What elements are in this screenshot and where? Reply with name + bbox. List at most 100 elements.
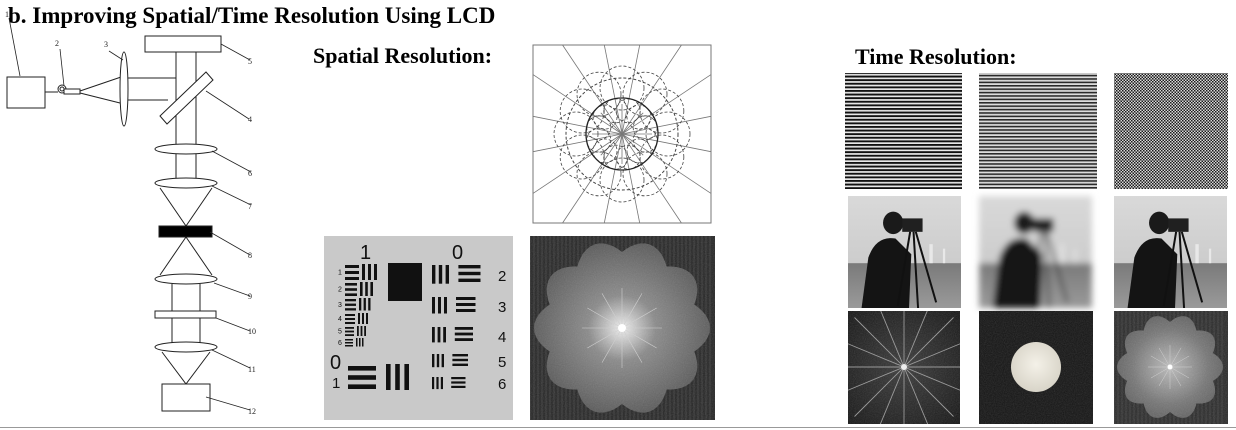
image-tripod-leg: [1180, 231, 1204, 303]
inner-petal-circle: [615, 144, 641, 170]
segment-ray: [621, 133, 682, 224]
target-bar: [452, 358, 468, 362]
group-label-top-right: 0: [452, 242, 463, 264]
target-bar: [438, 265, 443, 284]
target-bar: [357, 326, 359, 336]
segment-ray: [532, 74, 623, 135]
petal-circle: [576, 71, 622, 117]
segment-ray: [532, 133, 623, 153]
setup-label-7: 7: [248, 202, 252, 211]
time-resolution-grid: [845, 73, 1228, 424]
target-bar: [458, 278, 481, 282]
inner-petal-circle: [592, 138, 618, 164]
image-tower: [942, 248, 946, 264]
target-bar: [437, 327, 441, 343]
target-bar: [374, 264, 377, 280]
spectrum-low-pass-disk: [1011, 342, 1061, 392]
lens-9: [154, 273, 218, 285]
fiber-coil-inner: [59, 86, 65, 92]
target-bar: [363, 298, 366, 311]
target-bar: [368, 264, 371, 280]
image-tripod-leg: [1027, 231, 1043, 306]
spatial-spectrum-image: [530, 236, 715, 420]
target-bar: [445, 265, 449, 284]
target-bar: [345, 288, 357, 291]
target-bar: [356, 338, 358, 347]
target-bar: [432, 377, 435, 390]
group-label-top-left: 1: [360, 242, 371, 264]
cameraman-image-blurred: [979, 196, 1092, 309]
setup-label-5: 5: [248, 57, 252, 66]
final-cone: [161, 351, 211, 385]
target-bar: [436, 377, 439, 390]
image-tripod-leg: [914, 231, 938, 303]
target-bar: [458, 271, 481, 276]
image-head: [1149, 211, 1170, 235]
focusing-cone: [159, 187, 213, 227]
target-bar: [451, 385, 466, 388]
target-bar: [458, 265, 481, 269]
target-bar: [345, 271, 359, 274]
expanding-cone: [159, 236, 213, 276]
image-figure: [992, 238, 1043, 308]
petal-circle: [622, 71, 668, 117]
small-element-label: 2: [338, 287, 342, 294]
stripe-pattern-2: [979, 73, 1097, 189]
setup-label-10: 10: [248, 327, 256, 336]
target-bar: [348, 375, 376, 380]
fiber-coupler: [63, 88, 81, 95]
small-element-label: 4: [338, 316, 342, 323]
time-resolution-heading: Time Resolution:: [855, 44, 1017, 69]
setup-label-4: 4: [248, 115, 252, 124]
petal-circle: [599, 157, 645, 203]
element-label-2: 2: [498, 268, 506, 285]
spectrum-star: [848, 311, 960, 424]
petal-circle: [639, 134, 685, 180]
element-label-6: 6: [498, 376, 506, 393]
target-bar: [404, 364, 409, 390]
setup-label-2: 2: [55, 39, 59, 48]
target-bar: [436, 354, 440, 368]
element-label-4: 4: [498, 329, 506, 346]
target-bar: [454, 338, 473, 341]
image-tripod-leg: [896, 231, 912, 306]
image-tower: [1060, 244, 1064, 264]
target-bar: [359, 298, 362, 311]
target-bar: [345, 299, 356, 302]
target-bar: [365, 282, 368, 296]
target-bar: [362, 338, 364, 347]
target-bar: [345, 342, 353, 344]
target-bar: [360, 326, 363, 336]
target-bar: [456, 303, 476, 306]
target-bar: [345, 318, 355, 320]
petal-circle: [599, 65, 645, 111]
image-head: [1014, 211, 1035, 235]
target-bar: [432, 265, 436, 284]
image-tower: [929, 244, 933, 264]
target-bar: [345, 330, 354, 333]
target-bar: [345, 334, 354, 336]
segment-ring-inner: [585, 97, 659, 171]
target-bar: [454, 327, 473, 330]
target-bar: [359, 338, 361, 347]
image-camera: [902, 218, 923, 232]
target-bar: [345, 327, 354, 329]
target-bar: [456, 297, 476, 300]
target-bar: [366, 313, 368, 324]
target-bar: [441, 354, 444, 368]
image-tripod-leg: [1043, 231, 1051, 309]
segment-ray: [621, 44, 641, 135]
target-bar: [345, 345, 353, 347]
stripe-pattern-1: [845, 73, 962, 189]
image-figure: [861, 238, 912, 308]
setup-label-8: 8: [248, 251, 252, 260]
detector-box: [161, 383, 211, 412]
setup-label-9: 9: [248, 292, 252, 301]
image-tripod-leg: [1045, 231, 1069, 303]
spectrum-dc-peak: [901, 364, 907, 370]
spectrum-flower: [1114, 311, 1228, 424]
target-bar: [345, 265, 359, 268]
target-bar: [452, 354, 468, 357]
target-bar: [362, 264, 365, 280]
